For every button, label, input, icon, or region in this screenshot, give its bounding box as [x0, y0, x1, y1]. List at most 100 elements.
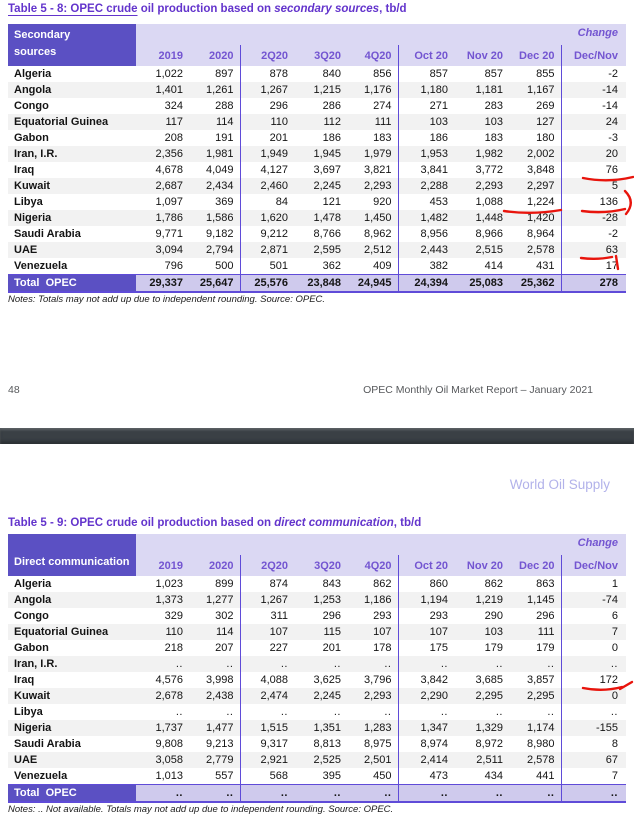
direct-communication-header-pad-oct-20: [398, 534, 454, 555]
direct-communication-saudi-arabia-2q20: 9,317: [260, 738, 288, 750]
direct-communication-saudi-arabia-change: 8: [611, 738, 618, 750]
direct-communication-saudi-arabia-nov-20: 8,972: [475, 738, 503, 750]
secondary-sources-venezuela-change: 17: [605, 259, 618, 272]
table-5-9-title-italic: direct communication: [274, 517, 394, 529]
secondary-sources-gabon-nov-20: 183: [484, 132, 503, 144]
table-5-9-title-link: Table 5 - 9: OPEC crude: [8, 517, 138, 529]
secondary-sources-iran-i-r-3q20: 1,945: [313, 148, 341, 160]
direct-communication-label-saudi-arabia: Saudi Arabia: [14, 738, 81, 750]
direct-communication-nigeria-2019: 1,737: [155, 722, 183, 734]
secondary-sources-row-congo: Congo 324 288 296 286 274 271 283 269 -14: [8, 98, 626, 114]
secondary-sources-congo-change: -14: [602, 100, 618, 112]
direct-communication-row-algeria: Algeria 1,023 899 874 843 862 860 862 863 1: [8, 576, 626, 592]
direct-communication-libya-2020: ..: [189, 704, 241, 720]
secondary-sources-venezuela-oct-20: 382: [429, 259, 448, 272]
direct-communication-kuwait-2020: 2,438: [189, 688, 241, 704]
direct-communication-saudi-arabia-oct-20: 8,974: [420, 738, 448, 750]
table-5-8-title-mid: oil production based on: [137, 3, 275, 15]
direct-communication-libya-dec-20: ..: [509, 704, 562, 720]
secondary-sources-equatorial-guinea-dec-20: 127: [509, 114, 562, 130]
direct-communication-iraq-oct-20: 3,842: [420, 674, 448, 686]
secondary-sources-venezuela-3q20: 362: [322, 259, 341, 272]
direct-communication-equatorial-guinea-nov-20: 103: [484, 626, 503, 638]
secondary-sources-algeria-3q20: 840: [322, 68, 341, 80]
secondary-sources-venezuela-nov-20: 414: [484, 259, 503, 272]
secondary-sources-col-2020: 2020: [189, 45, 241, 66]
secondary-sources-total-label: Total OPEC: [8, 273, 136, 293]
direct-communication-row-angola: Angola 1,373 1,277 1,267 1,253 1,186 1,194 1,21…: [8, 592, 626, 608]
secondary-sources-col-4q20: 4Q20: [347, 45, 399, 66]
direct-communication-header-pad-dec-20: [509, 534, 561, 555]
secondary-sources-row-equatorial-guinea: Equatorial Guinea 117 114 110 112 111 103 103 12…: [8, 114, 626, 130]
secondary-sources-nigeria-oct-20: 1,482: [420, 212, 448, 224]
secondary-sources-label-gabon: Gabon: [14, 132, 49, 144]
secondary-sources-libya-2q20: 84: [275, 196, 288, 208]
direct-communication-label-nigeria: Nigeria: [14, 722, 52, 734]
direct-communication-row-venezuela: Venezuela 1,013 557 568 395 450 473 434 441 7: [8, 768, 626, 784]
secondary-sources-iran-i-r-change: 20: [605, 148, 618, 160]
secondary-sources-saudi-arabia-3q20: 8,766: [313, 228, 341, 240]
secondary-sources-iran-i-r-4q20: 1,979: [347, 146, 399, 162]
secondary-sources-row-nigeria: Nigeria 1,786 1,586 1,620 1,478 1,450 1,482 1,4…: [8, 210, 626, 226]
direct-communication-iraq-4q20: 3,796: [347, 672, 399, 688]
secondary-sources-kuwait-nov-20: 2,293: [475, 180, 503, 192]
secondary-sources-algeria-2q20: 878: [269, 68, 288, 80]
direct-communication-saudi-arabia-4q20: 8,975: [347, 736, 399, 752]
direct-communication-gabon-2q20: 227: [269, 642, 288, 654]
secondary-sources-angola-2q20: 1,267: [260, 84, 288, 96]
secondary-sources-gabon-2020: 191: [189, 130, 241, 146]
secondary-sources-gabon-change: -3: [608, 132, 618, 144]
secondary-sources-algeria-2019: 1,022: [155, 68, 183, 80]
direct-communication-header-pad-nov-20: [454, 534, 509, 555]
direct-communication-uae-change: 67: [605, 754, 618, 766]
table-5-9-notes: Notes: .. Not available. Totals may not …: [8, 804, 394, 815]
direct-communication-venezuela-2019: 1,013: [155, 769, 183, 782]
direct-communication-col-dec-20: Dec 20: [509, 555, 562, 576]
secondary-sources-kuwait-2q20: 2,460: [260, 180, 288, 192]
secondary-sources-gabon-dec-20: 180: [509, 130, 562, 146]
table-5-8-title-link[interactable]: Table 5 - 8: OPEC crude: [8, 3, 138, 15]
secondary-sources-gabon-3q20: 186: [322, 132, 341, 144]
direct-communication-row-saudi-arabia: Saudi Arabia 9,808 9,213 9,317 8,813 8,975 8,9…: [8, 736, 626, 752]
direct-communication-nigeria-dec-20: 1,174: [509, 720, 562, 736]
secondary-sources-equatorial-guinea-2q20: 110: [270, 116, 288, 128]
secondary-sources-libya-dec-20: 1,224: [509, 194, 562, 210]
direct-communication-total-change: ..: [561, 783, 626, 803]
direct-communication-uae-2019: 3,058: [155, 754, 183, 766]
secondary-sources-uae-nov-20: 2,515: [475, 244, 503, 256]
direct-communication-congo-dec-20: 296: [509, 608, 562, 624]
direct-communication-kuwait-2q20: 2,474: [260, 690, 288, 702]
secondary-sources-row-saudi-arabia: Saudi Arabia 9,771 9,182 9,212 8,766 8,962 8,9…: [8, 226, 626, 242]
direct-communication-venezuela-dec-20: 441: [509, 768, 562, 784]
secondary-sources-header-pad-oct-20: [398, 24, 454, 45]
secondary-sources-congo-oct-20: 271: [429, 100, 448, 112]
secondary-sources-label-angola: Angola: [14, 84, 52, 96]
direct-communication-nigeria-2020: 1,477: [189, 720, 241, 736]
secondary-sources-iran-i-r-dec-20: 2,002: [509, 146, 562, 162]
secondary-sources-col-3q20: 3Q20: [294, 45, 347, 66]
direct-communication-label-kuwait: Kuwait: [14, 690, 51, 702]
direct-communication-algeria-4q20: 862: [347, 576, 399, 592]
direct-communication-equatorial-guinea-4q20: 107: [347, 624, 399, 640]
secondary-sources-row-iraq: Iraq 4,678 4,049 4,127 3,697 3,821 3,841 3,772 3…: [8, 162, 626, 178]
secondary-sources-iraq-3q20: 3,697: [313, 164, 341, 176]
direct-communication-iran-i-r-2020: ..: [189, 656, 241, 672]
secondary-sources-angola-nov-20: 1,181: [475, 84, 503, 96]
direct-communication-nigeria-4q20: 1,283: [347, 720, 399, 736]
secondary-sources-uae-4q20: 2,512: [347, 242, 399, 258]
secondary-sources-gabon-4q20: 183: [347, 130, 399, 146]
secondary-sources-venezuela-dec-20: 431: [509, 258, 562, 274]
direct-communication-equatorial-guinea-2q20: 107: [269, 626, 288, 638]
secondary-sources-equatorial-guinea-change: 24: [605, 116, 618, 128]
direct-communication-col-oct-20: Oct 20: [398, 555, 454, 576]
direct-communication-saudi-arabia-2020: 9,213: [189, 736, 241, 752]
secondary-sources-saudi-arabia-2019: 9,771: [155, 228, 183, 240]
secondary-sources-iraq-dec-20: 3,848: [509, 162, 562, 178]
secondary-sources-angola-4q20: 1,176: [347, 82, 399, 98]
secondary-sources-congo-3q20: 286: [322, 100, 341, 112]
direct-communication-uae-4q20: 2,501: [347, 752, 399, 768]
direct-communication-iran-i-r-3q20: ..: [333, 658, 341, 670]
direct-communication-equatorial-guinea-3q20: 115: [323, 626, 341, 638]
direct-communication-congo-2020: 302: [189, 608, 241, 624]
secondary-sources-label-iraq: Iraq: [14, 164, 35, 176]
